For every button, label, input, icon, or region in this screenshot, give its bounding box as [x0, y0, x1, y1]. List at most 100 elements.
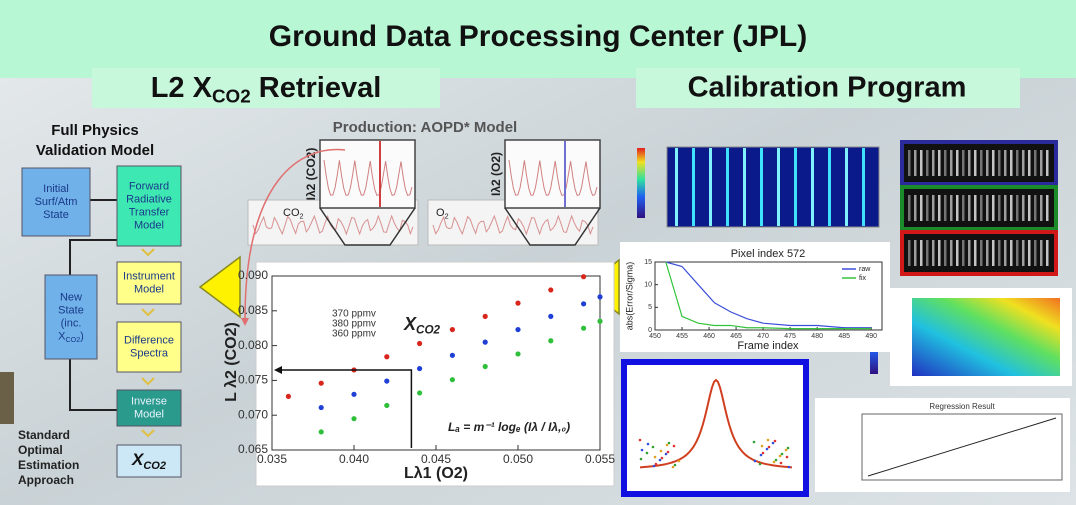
band-line: [1046, 150, 1049, 176]
link-arrow: [244, 148, 346, 321]
spectrogram-stripe: [862, 148, 865, 226]
colorbar: [637, 148, 645, 218]
x-tick-label: 465: [730, 333, 742, 340]
xco2-symbol-main: X: [403, 314, 417, 334]
noise-dot: [671, 465, 675, 469]
flow-node-extra-sub: CO2: [143, 460, 167, 472]
band-line: [974, 195, 977, 221]
spectrum-axis: Iλ2 (O2): [489, 152, 503, 196]
spectrogram-stripe: [777, 148, 780, 226]
band-line: [1034, 240, 1037, 266]
band-line: [986, 150, 989, 176]
noise-dot: [645, 451, 649, 455]
spectrum-zoom: [504, 139, 601, 209]
band-line: [1028, 195, 1031, 221]
band-line: [914, 150, 917, 176]
flow-node-extra-main: X: [58, 330, 66, 342]
noise-dot: [771, 441, 775, 445]
pixel-panel: [620, 242, 890, 352]
band-line: [944, 195, 947, 221]
y-tick-label: 0.065: [238, 442, 268, 456]
band-line: [1022, 240, 1025, 266]
legend-label: raw: [859, 266, 871, 273]
band-line: [950, 150, 953, 176]
noise-dot: [759, 453, 763, 457]
noise-dot: [780, 452, 784, 456]
flow-node-label: Difference: [124, 334, 174, 346]
lookup-head: [274, 366, 282, 374]
zoom-guide: [319, 207, 416, 246]
flow-node-label: Radiative: [126, 193, 172, 205]
left-heading-sub: CO2: [212, 86, 251, 107]
band-line: [992, 195, 995, 221]
spectrogram-stripe: [709, 148, 712, 226]
spectrum-band: O2: [436, 207, 449, 220]
band-line: [980, 150, 983, 176]
y-tick-label: 0: [648, 327, 652, 334]
flow-node-label: New: [60, 291, 82, 303]
noise-dot: [646, 442, 650, 446]
noise-dot: [779, 461, 783, 465]
flow-node: [116, 389, 182, 427]
y-tick-label: 0.085: [238, 303, 268, 317]
flow-node-label: Model: [134, 408, 164, 420]
legend-label: fix: [859, 275, 867, 282]
noise-dot: [667, 441, 671, 445]
band-line: [1022, 195, 1025, 221]
band-line: [968, 150, 971, 176]
band-line: [956, 195, 959, 221]
noise-dot: [659, 449, 663, 453]
band-line: [980, 195, 983, 221]
x-tick-label: 455: [676, 333, 688, 340]
noise-dot: [654, 462, 658, 466]
flow-node-label: (inc.: [61, 317, 82, 329]
band-line: [950, 240, 953, 266]
data-point: [318, 429, 324, 435]
header-band: [0, 0, 1076, 78]
noise-dot: [752, 440, 756, 444]
data-point: [351, 391, 357, 397]
noise-dot: [651, 445, 655, 449]
flow-node: [116, 321, 182, 373]
band-line: [1046, 195, 1049, 221]
flow-node: [44, 274, 98, 360]
spectrum-band-main: O: [436, 207, 445, 219]
band-line: [1016, 150, 1019, 176]
band-line: [1010, 150, 1013, 176]
spectrum-trace: [432, 214, 594, 236]
flow-node: [116, 165, 182, 247]
noise-dot: [653, 455, 657, 459]
flow-node: [21, 167, 91, 237]
flow-node-extra: XCO2: [131, 450, 167, 472]
band-line: [968, 195, 971, 221]
band-line: [914, 195, 917, 221]
x-tick-label: 0.035: [257, 452, 287, 466]
band-line: [956, 150, 959, 176]
zoom-trace: [508, 159, 598, 197]
y-tick-label: 0.090: [238, 268, 268, 282]
spectrum-band-main: CO: [283, 207, 300, 219]
flow-node-label: State: [58, 304, 84, 316]
noise-dot: [766, 438, 770, 442]
data-point: [482, 313, 488, 319]
band-line: [992, 240, 995, 266]
x-tick-label: 485: [838, 333, 850, 340]
spectrum-band-sub: 2: [300, 212, 304, 220]
band-thumb: [900, 230, 1058, 276]
band-line: [944, 150, 947, 176]
band-line: [998, 195, 1001, 221]
spectrogram: [666, 146, 880, 228]
data-point: [597, 294, 603, 300]
y-tick-label: 0.075: [238, 373, 268, 387]
spectrogram-stripe: [726, 148, 729, 226]
band-line: [1034, 150, 1037, 176]
left-heading: L2 XCO2 Retrieval: [151, 72, 382, 107]
regression-line: [867, 417, 1057, 477]
band-line: [932, 240, 935, 266]
band-line: [1028, 240, 1031, 266]
data-point: [482, 363, 488, 370]
data-point: [384, 354, 390, 360]
left-heading-main: L2 X: [151, 72, 213, 104]
data-point: [318, 380, 324, 386]
